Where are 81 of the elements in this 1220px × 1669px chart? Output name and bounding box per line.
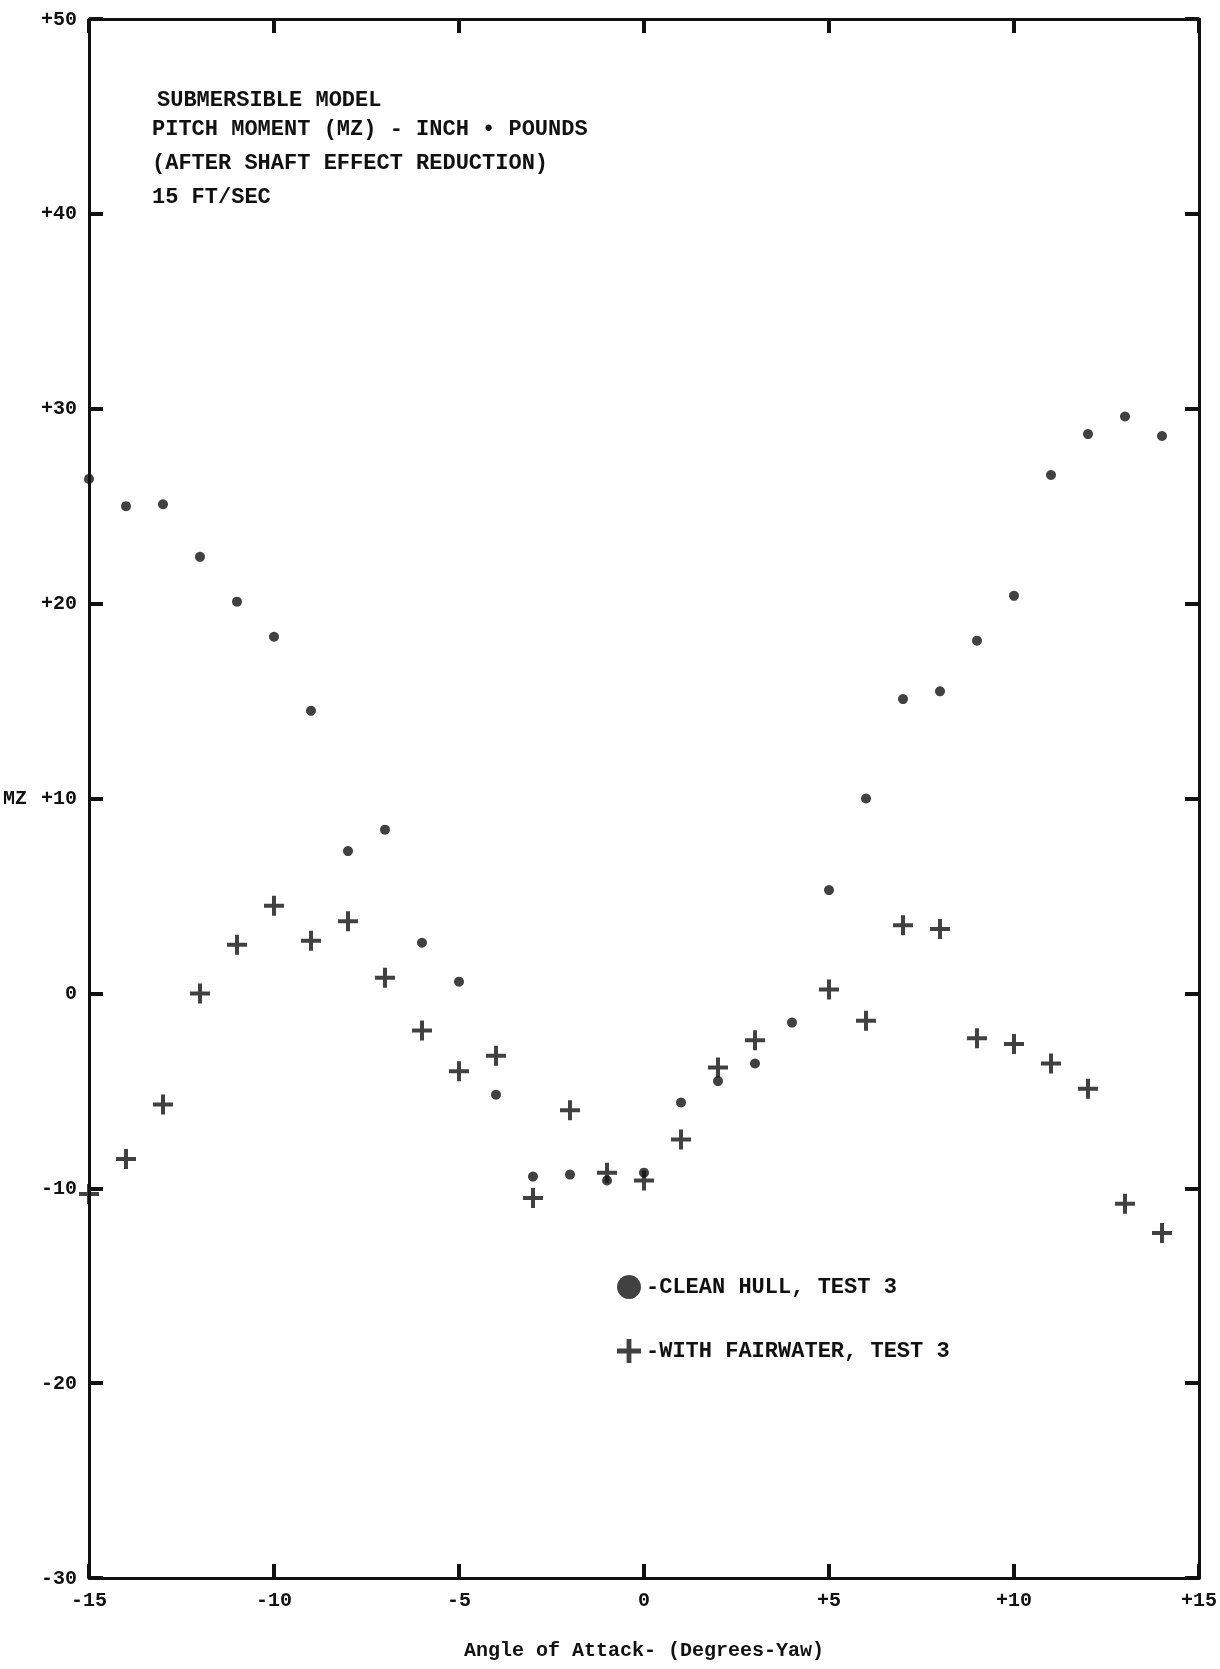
point — [264, 895, 284, 916]
x-tick-label: 0 — [637, 1588, 651, 1612]
point — [190, 983, 210, 1004]
point — [1120, 411, 1130, 422]
point — [713, 1076, 723, 1087]
annotation: 15 FT/SEC — [152, 184, 271, 210]
point — [1041, 1053, 1061, 1074]
point — [898, 694, 908, 705]
point — [486, 1045, 506, 1066]
point — [195, 551, 205, 562]
y-tick-label: +30 — [40, 397, 77, 421]
x-axis-title: Angle of Attack- (Degrees-Yaw) — [463, 1638, 825, 1662]
point — [491, 1089, 501, 1100]
point — [972, 635, 982, 646]
point — [232, 596, 242, 607]
y-tick-label: 0 — [64, 981, 77, 1005]
point — [671, 1129, 691, 1150]
point — [1004, 1034, 1024, 1055]
y-tick-label: -30 — [40, 1566, 77, 1590]
point — [84, 473, 94, 484]
point — [930, 919, 950, 940]
point — [1078, 1078, 1098, 1099]
point — [301, 930, 321, 951]
point — [893, 915, 913, 936]
y-axis-title: MZ — [2, 787, 27, 810]
x-tick-label: +10 — [995, 1588, 1033, 1612]
legend-label: -CLEAN HULL, TEST 3 — [646, 1274, 897, 1300]
x-tick-label: -15 — [71, 1588, 108, 1612]
point — [454, 976, 464, 987]
point — [560, 1100, 580, 1121]
point — [528, 1171, 538, 1182]
point — [380, 824, 390, 835]
point — [306, 705, 316, 716]
point — [787, 1017, 797, 1028]
x-tick-label: -5 — [446, 1588, 472, 1612]
point — [745, 1030, 765, 1051]
point — [449, 1061, 469, 1082]
point — [523, 1187, 543, 1208]
point — [1009, 590, 1019, 601]
text: SUBMERSIBLE MODEL — [157, 87, 382, 113]
point — [861, 793, 871, 804]
point — [338, 911, 358, 932]
y-tick-label: -10 — [40, 1176, 77, 1200]
point — [227, 934, 247, 955]
point — [708, 1057, 728, 1078]
legend-label: -WITH FAIRWATER, TEST 3 — [646, 1338, 950, 1364]
point — [121, 501, 131, 512]
point — [1115, 1193, 1135, 1214]
point — [967, 1028, 987, 1049]
point — [597, 1162, 617, 1183]
y-tick-label: -20 — [40, 1371, 77, 1395]
point — [158, 499, 168, 510]
annotation: PITCH MOMENT (MZ) - INCH • POUNDS — [152, 116, 588, 142]
point — [375, 967, 395, 988]
point — [824, 885, 834, 896]
x-tick-label: +15 — [1180, 1588, 1217, 1612]
point — [856, 1010, 876, 1031]
y-tick-label: +20 — [40, 592, 77, 616]
x-tick-label: -10 — [255, 1588, 293, 1612]
point — [935, 686, 945, 697]
point — [269, 631, 279, 642]
point — [1157, 431, 1167, 442]
point — [634, 1170, 654, 1191]
point — [1083, 429, 1093, 440]
point — [565, 1169, 575, 1180]
point — [412, 1020, 432, 1041]
point — [417, 937, 427, 948]
point — [750, 1058, 760, 1069]
x-tick-label: +5 — [816, 1588, 842, 1612]
point — [116, 1149, 136, 1170]
y-tick-label: +10 — [40, 787, 77, 810]
point — [819, 979, 839, 1000]
point — [676, 1097, 686, 1108]
point — [343, 846, 353, 857]
point — [153, 1094, 173, 1115]
y-tick-label: +50 — [40, 7, 77, 31]
y-tick-label: +40 — [40, 202, 77, 226]
annotation: (AFTER SHAFT EFFECT REDUCTION) — [152, 150, 549, 176]
point — [1046, 470, 1056, 480]
point — [79, 1184, 99, 1205]
point — [1152, 1223, 1172, 1244]
